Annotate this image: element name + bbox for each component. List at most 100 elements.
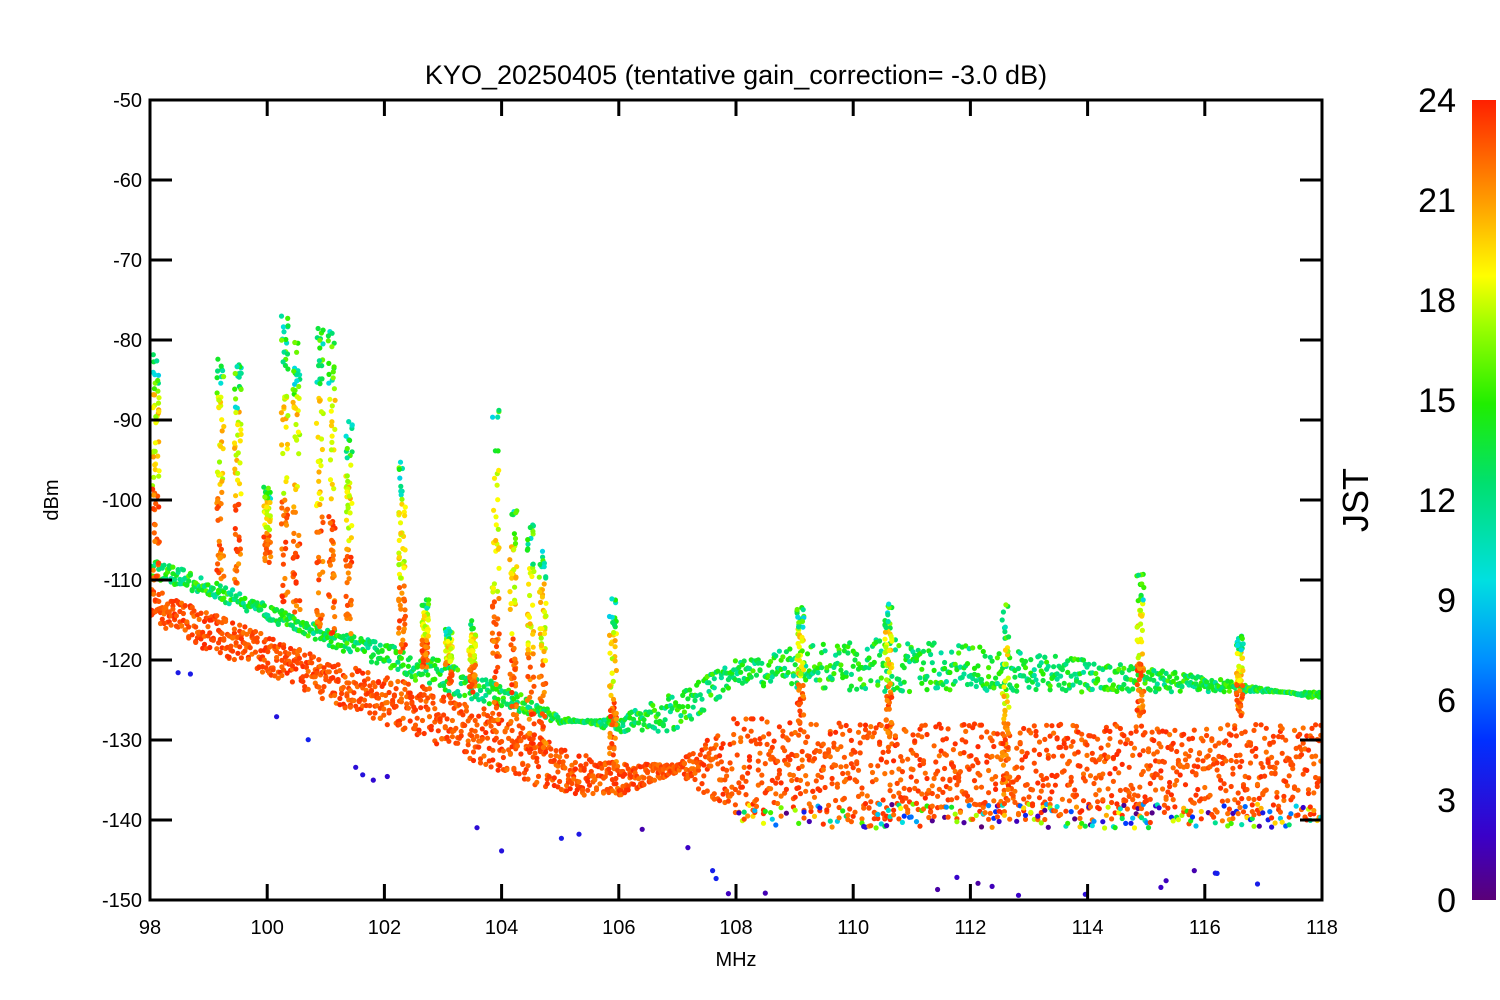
data-point bbox=[759, 780, 765, 786]
data-point bbox=[555, 714, 561, 720]
data-point bbox=[1107, 664, 1113, 670]
data-point bbox=[1139, 651, 1145, 657]
data-point bbox=[207, 630, 213, 636]
data-point bbox=[1260, 810, 1266, 816]
data-point bbox=[852, 809, 858, 815]
data-point bbox=[1105, 742, 1111, 748]
data-point bbox=[448, 695, 454, 701]
data-point bbox=[1061, 741, 1067, 747]
data-point bbox=[750, 813, 756, 819]
data-point bbox=[305, 686, 311, 692]
data-point bbox=[493, 735, 499, 741]
data-point bbox=[426, 714, 433, 720]
data-point bbox=[285, 366, 291, 372]
data-point bbox=[393, 686, 399, 692]
data-point bbox=[349, 523, 355, 529]
data-point bbox=[562, 747, 568, 753]
data-point bbox=[1274, 760, 1280, 766]
data-point bbox=[1147, 780, 1153, 787]
data-point bbox=[557, 754, 563, 760]
data-point bbox=[467, 667, 473, 673]
data-point bbox=[235, 650, 241, 656]
data-point bbox=[228, 643, 234, 649]
data-point bbox=[511, 675, 517, 681]
data-point bbox=[494, 588, 501, 594]
data-point bbox=[447, 653, 453, 660]
data-point bbox=[318, 496, 325, 502]
data-point bbox=[536, 574, 542, 580]
data-point bbox=[490, 718, 496, 724]
data-point bbox=[801, 729, 807, 735]
data-point bbox=[233, 493, 239, 499]
data-point bbox=[796, 732, 802, 738]
data-point bbox=[1167, 784, 1173, 790]
data-point bbox=[1160, 786, 1166, 792]
data-point bbox=[198, 610, 204, 616]
data-point bbox=[901, 665, 907, 671]
data-point bbox=[156, 468, 162, 474]
data-point bbox=[337, 695, 343, 702]
data-point bbox=[885, 807, 892, 814]
data-point bbox=[931, 667, 937, 674]
data-point bbox=[495, 448, 501, 454]
data-point bbox=[608, 641, 614, 647]
data-point bbox=[232, 370, 238, 377]
data-point bbox=[398, 641, 404, 648]
data-point bbox=[524, 547, 531, 553]
data-point bbox=[531, 683, 537, 689]
data-point bbox=[949, 649, 955, 655]
data-point bbox=[396, 630, 402, 636]
data-point bbox=[690, 751, 696, 757]
data-point bbox=[644, 768, 651, 775]
data-point bbox=[610, 752, 616, 758]
data-point bbox=[1279, 750, 1285, 756]
data-point bbox=[399, 496, 405, 502]
data-point bbox=[221, 595, 227, 601]
data-point bbox=[800, 607, 806, 613]
data-point bbox=[702, 745, 709, 751]
data-point bbox=[279, 672, 285, 679]
data-point bbox=[419, 637, 425, 643]
data-point bbox=[929, 790, 935, 797]
data-point bbox=[954, 874, 960, 881]
data-point bbox=[412, 707, 419, 713]
data-point bbox=[922, 770, 928, 776]
data-point bbox=[847, 775, 853, 781]
data-point bbox=[344, 580, 350, 586]
data-point bbox=[296, 655, 302, 662]
data-point bbox=[421, 730, 427, 737]
data-point bbox=[331, 486, 337, 492]
data-point bbox=[970, 816, 976, 822]
data-point bbox=[525, 537, 531, 543]
data-point bbox=[1012, 674, 1018, 680]
data-point bbox=[637, 711, 644, 717]
data-point bbox=[678, 718, 684, 724]
data-point bbox=[1072, 787, 1078, 793]
data-point bbox=[405, 705, 411, 711]
data-point bbox=[1128, 740, 1134, 747]
data-point bbox=[397, 649, 403, 655]
data-point bbox=[401, 616, 407, 622]
data-point bbox=[425, 601, 432, 607]
data-point bbox=[1022, 658, 1029, 665]
data-point bbox=[757, 667, 763, 673]
data-point bbox=[542, 658, 549, 664]
data-point bbox=[727, 760, 733, 766]
data-point bbox=[261, 534, 267, 540]
data-point bbox=[886, 647, 892, 654]
data-point bbox=[370, 715, 376, 721]
data-point bbox=[346, 493, 352, 499]
data-point bbox=[1131, 745, 1138, 751]
data-point bbox=[539, 711, 545, 717]
data-point bbox=[947, 785, 953, 792]
data-point bbox=[488, 723, 494, 729]
data-point bbox=[525, 763, 531, 769]
data-point bbox=[917, 823, 923, 829]
data-point bbox=[859, 785, 865, 791]
x-tick-label: 102 bbox=[368, 917, 401, 939]
data-point bbox=[496, 631, 502, 637]
data-point bbox=[215, 517, 221, 523]
data-point bbox=[612, 658, 618, 664]
data-point bbox=[1040, 671, 1046, 677]
data-point bbox=[632, 766, 638, 772]
